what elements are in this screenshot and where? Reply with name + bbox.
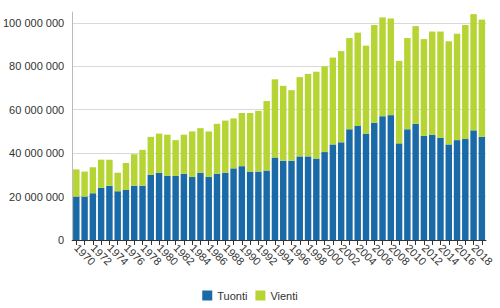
svg-text:Tuonti: Tuonti — [217, 290, 247, 302]
svg-text:1972: 1972 — [88, 241, 115, 268]
svg-text:1984: 1984 — [187, 241, 214, 268]
svg-text:1994: 1994 — [270, 241, 297, 268]
svg-text:1996: 1996 — [287, 241, 313, 268]
svg-text:20 000 000: 20 000 000 — [9, 191, 64, 203]
svg-text:100 000 000: 100 000 000 — [3, 17, 64, 29]
svg-text:1982: 1982 — [171, 241, 198, 268]
svg-text:2000: 2000 — [320, 241, 347, 268]
svg-text:2008: 2008 — [386, 241, 413, 268]
svg-text:2012: 2012 — [419, 241, 446, 268]
svg-text:1970: 1970 — [72, 241, 98, 268]
svg-text:1988: 1988 — [221, 241, 247, 268]
svg-text:1974: 1974 — [105, 241, 131, 268]
svg-text:2006: 2006 — [370, 241, 396, 268]
svg-text:2018: 2018 — [469, 242, 495, 268]
svg-text:0: 0 — [58, 234, 64, 246]
svg-text:1992: 1992 — [254, 241, 280, 268]
svg-text:2002: 2002 — [336, 241, 363, 268]
svg-text:1980: 1980 — [154, 241, 181, 268]
svg-text:40 000 000: 40 000 000 — [9, 147, 64, 159]
svg-text:60 000 000: 60 000 000 — [9, 104, 64, 116]
svg-text:Vienti: Vienti — [270, 290, 297, 302]
svg-text:1990: 1990 — [237, 241, 264, 268]
svg-text:2010: 2010 — [403, 241, 429, 268]
svg-text:1986: 1986 — [204, 241, 231, 268]
svg-text:1978: 1978 — [138, 241, 164, 268]
svg-text:1998: 1998 — [303, 241, 330, 268]
svg-text:80 000 000: 80 000 000 — [9, 60, 64, 72]
svg-text:2016: 2016 — [452, 241, 479, 268]
svg-text:2014: 2014 — [436, 241, 462, 268]
svg-text:1976: 1976 — [121, 241, 148, 268]
svg-text:2004: 2004 — [353, 241, 380, 268]
